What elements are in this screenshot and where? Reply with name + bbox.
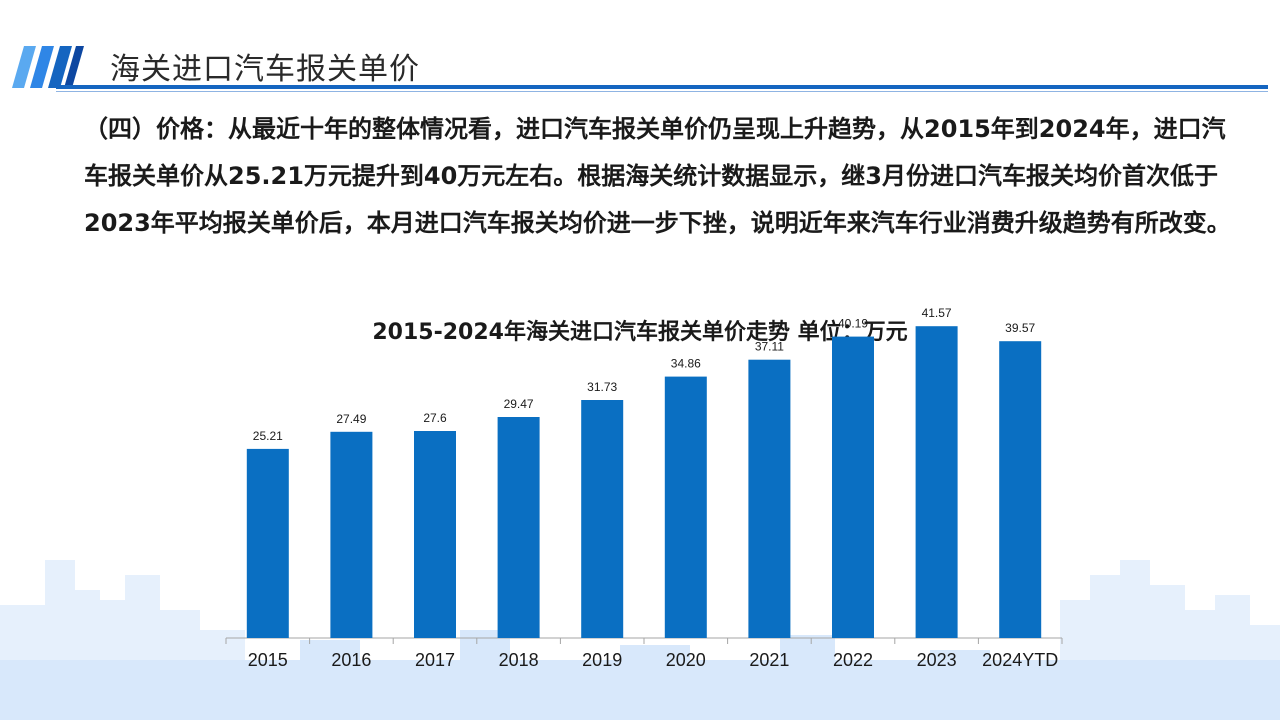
slide-header: 海关进口汽车报关单价 <box>0 0 1280 100</box>
x-tick-label: 2020 <box>666 650 706 670</box>
data-label: 27.6 <box>423 411 447 425</box>
bar-2019 <box>581 400 624 638</box>
title-divider <box>56 85 1268 89</box>
x-tick-label: 2018 <box>499 650 539 670</box>
x-tick-label: 2021 <box>749 650 789 670</box>
data-label: 34.86 <box>671 357 701 371</box>
page-title: 海关进口汽车报关单价 <box>110 52 420 87</box>
bar-2023 <box>915 326 958 638</box>
bar-2018 <box>497 417 540 638</box>
title-divider-thin <box>56 91 1268 92</box>
x-tick-label: 2022 <box>833 650 873 670</box>
data-label: 39.57 <box>1005 321 1035 335</box>
data-label: 31.73 <box>587 380 617 394</box>
data-label: 41.57 <box>922 306 952 320</box>
bar-2017 <box>414 431 456 638</box>
x-tick-label: 2023 <box>917 650 957 670</box>
bar-2016 <box>330 431 373 638</box>
stripes-logo-icon <box>12 46 84 88</box>
bar-2024YTD <box>999 341 1042 638</box>
body-paragraph: （四）价格：从最近十年的整体情况看，进口汽车报关单价仍呈现上升趋势，从2015年… <box>84 115 1231 237</box>
bar-2015 <box>246 448 289 638</box>
chart-title: 2015-2024年海关进口汽车报关单价走势 单位：万元 <box>372 320 908 345</box>
x-tick-label: 2024YTD <box>982 650 1058 670</box>
data-label: 27.49 <box>336 412 366 426</box>
x-tick-label: 2015 <box>248 650 288 670</box>
data-label: 40.19 <box>838 317 868 331</box>
data-label: 37.11 <box>755 340 784 354</box>
x-tick-label: 2016 <box>331 650 371 670</box>
data-label: 25.21 <box>253 429 283 443</box>
bar-2022 <box>832 336 874 638</box>
x-tick-label: 2017 <box>415 650 455 670</box>
bar-2020 <box>664 376 707 638</box>
data-label: 29.47 <box>504 397 534 411</box>
bar-2021 <box>748 359 791 638</box>
x-tick-label: 2019 <box>582 650 622 670</box>
